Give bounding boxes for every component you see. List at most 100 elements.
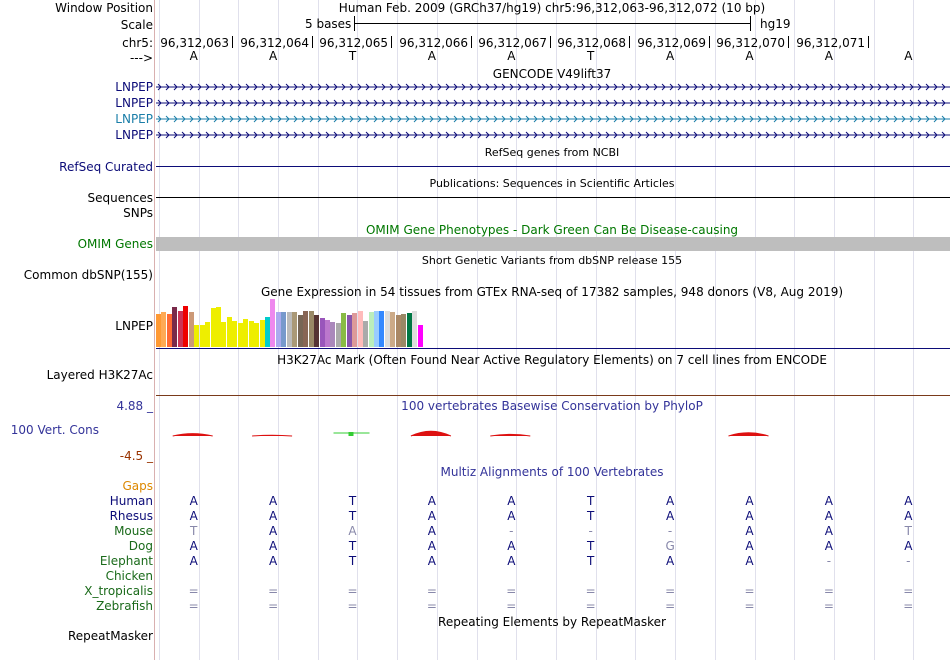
h3k27ac-baseline[interactable] xyxy=(156,395,950,396)
repeatmasker-track-label[interactable]: RepeatMasker xyxy=(67,629,153,643)
gencode-transcript[interactable] xyxy=(156,130,950,140)
publications-track-label[interactable]: Sequences xyxy=(87,191,153,205)
gtex-tissue-bar[interactable] xyxy=(314,315,319,347)
gtex-tissue-bar[interactable] xyxy=(369,312,374,347)
gtex-tissue-bar[interactable] xyxy=(183,306,188,347)
refseq-track-title: RefSeq genes from NCBI xyxy=(484,146,620,159)
alignment-base: A xyxy=(268,509,278,523)
gtex-tissue-bar[interactable] xyxy=(167,314,172,347)
alignment-base: T xyxy=(587,554,595,568)
gtex-tissue-bar[interactable] xyxy=(325,320,330,347)
refseq-gene-line[interactable] xyxy=(156,166,950,167)
gtex-tissue-bar[interactable] xyxy=(238,323,243,347)
gtex-tissue-bar[interactable] xyxy=(161,312,166,347)
species-label[interactable]: Chicken xyxy=(105,569,153,583)
gencode-gene-label[interactable]: LNPEP xyxy=(115,112,153,126)
phylop-max-label: 4.88 _ xyxy=(116,399,153,413)
gtex-tissue-bar[interactable] xyxy=(396,315,401,347)
gtex-tissue-bar[interactable] xyxy=(243,319,248,347)
gtex-tissue-bar[interactable] xyxy=(194,325,199,347)
gencode-gene-label[interactable]: LNPEP xyxy=(115,80,153,94)
gtex-tissue-bar[interactable] xyxy=(178,311,183,347)
gtex-tissue-bar[interactable] xyxy=(221,322,226,347)
gtex-tissue-bar[interactable] xyxy=(347,315,352,347)
refseq-track-label[interactable]: RefSeq Curated xyxy=(59,160,153,174)
gtex-tissue-bar[interactable] xyxy=(418,325,423,347)
gtex-tissue-bar[interactable] xyxy=(276,312,281,347)
gtex-tissue-bar[interactable] xyxy=(358,311,363,347)
alignment-base: T xyxy=(190,524,198,538)
alignment-base: A xyxy=(745,494,754,508)
gtex-tissue-bar[interactable] xyxy=(254,323,259,347)
alignment-base: - xyxy=(509,524,514,538)
gencode-transcript[interactable] xyxy=(156,98,950,108)
gaps-label: Gaps xyxy=(122,479,153,493)
omim-phenotype-bar[interactable] xyxy=(156,237,950,251)
alignment-base: A xyxy=(189,494,198,508)
alignment-base: = xyxy=(823,584,834,598)
gtex-tissue-bar[interactable] xyxy=(336,323,341,347)
gtex-tissue-bar[interactable] xyxy=(232,321,237,347)
alignment-base: = xyxy=(188,599,199,613)
species-label[interactable]: Zebrafish xyxy=(96,599,153,613)
gtex-tissue-bar[interactable] xyxy=(303,311,308,347)
species-label[interactable]: Dog xyxy=(128,539,153,553)
gencode-gene-label[interactable]: LNPEP xyxy=(115,96,153,110)
snps-label[interactable]: SNPs xyxy=(123,206,153,220)
species-label[interactable]: Mouse xyxy=(114,524,153,538)
gtex-tissue-bar[interactable] xyxy=(407,313,412,347)
gencode-gene-label[interactable]: LNPEP xyxy=(115,128,153,142)
species-label[interactable]: X_tropicalis xyxy=(84,584,153,598)
gtex-tissue-bar[interactable] xyxy=(281,312,286,347)
gtex-tissue-bar[interactable] xyxy=(330,322,335,347)
h3k27ac-track-label[interactable]: Layered H3K27Ac xyxy=(46,368,153,382)
gtex-tissue-bar[interactable] xyxy=(298,315,303,347)
gtex-tissue-bar[interactable] xyxy=(309,311,314,347)
gtex-tissue-bar[interactable] xyxy=(292,312,297,347)
gtex-tissue-bar[interactable] xyxy=(287,312,292,347)
gtex-tissue-bar[interactable] xyxy=(390,312,395,347)
gtex-tissue-bar[interactable] xyxy=(172,307,177,347)
alignment-base: = xyxy=(347,584,358,598)
window-position-label: Window Position xyxy=(55,1,153,15)
gencode-transcript[interactable] xyxy=(156,82,950,92)
gencode-transcript[interactable] xyxy=(156,114,950,124)
base-letter: A xyxy=(507,49,516,63)
species-label[interactable]: Elephant xyxy=(99,554,153,568)
position-tick xyxy=(709,36,710,48)
alignment-base: = xyxy=(426,599,437,613)
gtex-tissue-bar[interactable] xyxy=(363,321,368,347)
gtex-tissue-bar[interactable] xyxy=(249,321,254,347)
gtex-tissue-bar[interactable] xyxy=(270,299,275,347)
gtex-tissue-bar[interactable] xyxy=(341,313,346,347)
gtex-track-label[interactable]: LNPEP xyxy=(115,319,153,333)
gtex-tissue-bar[interactable] xyxy=(200,325,205,347)
dbsnp-track-label[interactable]: Common dbSNP(155) xyxy=(23,268,153,282)
phylop-track-label[interactable]: 100 Vert. Cons xyxy=(10,423,99,437)
gtex-tissue-bar[interactable] xyxy=(320,318,325,347)
alignment-base: A xyxy=(268,554,278,568)
publications-line[interactable] xyxy=(156,197,950,198)
gtex-tissue-bar[interactable] xyxy=(260,320,265,347)
gtex-tissue-bar[interactable] xyxy=(352,313,357,347)
gtex-tissue-bar[interactable] xyxy=(216,307,221,347)
gtex-tissue-bar[interactable] xyxy=(412,311,417,347)
phylop-track-title: 100 vertebrates Basewise Conservation by… xyxy=(401,399,703,413)
alignment-base: = xyxy=(506,584,517,598)
alignment-base: A xyxy=(824,524,833,538)
gtex-tissue-bar[interactable] xyxy=(265,317,270,347)
gtex-tissue-bar[interactable] xyxy=(189,312,194,347)
species-label[interactable]: Human xyxy=(109,494,153,508)
gtex-tissue-bar[interactable] xyxy=(156,314,161,347)
species-label[interactable]: Rhesus xyxy=(109,509,153,523)
gtex-tissue-bar[interactable] xyxy=(374,311,379,347)
gtex-tissue-bar[interactable] xyxy=(205,322,210,347)
position-tick xyxy=(312,36,313,48)
gtex-tissue-bar[interactable] xyxy=(401,314,406,347)
gtex-tissue-bar[interactable] xyxy=(211,308,216,347)
gtex-tissue-bar[interactable] xyxy=(227,317,232,347)
omim-track-label[interactable]: OMIM Genes xyxy=(77,237,153,251)
phylop-conservation-plot[interactable] xyxy=(0,418,950,448)
gtex-tissue-bar[interactable] xyxy=(385,311,390,347)
gtex-tissue-bar[interactable] xyxy=(379,311,384,347)
